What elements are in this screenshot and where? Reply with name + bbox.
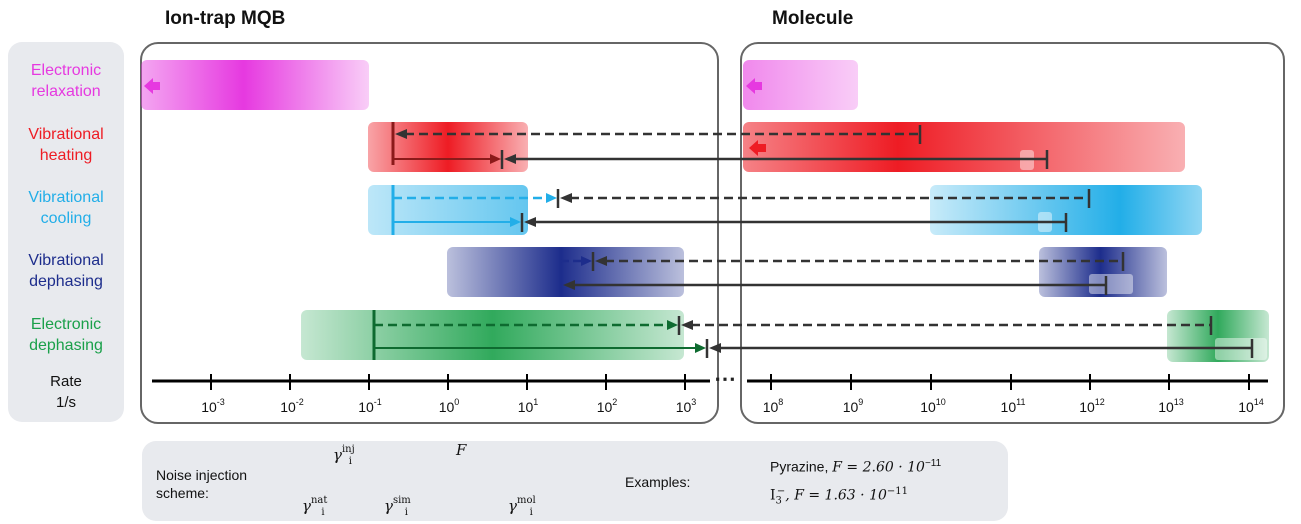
vib-dephasing-inj-head	[581, 256, 592, 266]
legend-gamma-nat: γnati	[302, 495, 328, 518]
relaxation-bar-ion	[141, 60, 369, 110]
tick-label: 100	[438, 397, 460, 415]
axis-ticks-right	[770, 374, 1250, 390]
legend-examples-label: Examples:	[625, 474, 691, 490]
tick-label: 1011	[1000, 397, 1026, 415]
row-label-column: Electronic relaxation Vibrational heatin…	[8, 42, 124, 422]
cooling-inj-head	[510, 217, 521, 227]
tick-label: 1012	[1079, 397, 1105, 415]
tick-label: 1013	[1158, 397, 1184, 415]
axis-break: ⋯	[714, 366, 736, 391]
heating-inj-head	[490, 154, 501, 164]
vib-dephasing-highlight	[1089, 274, 1133, 294]
row-label-vibrational-cooling: Vibrational cooling	[28, 189, 104, 227]
axis-ticks-left	[210, 374, 686, 390]
relaxation-bar-mol	[743, 60, 858, 110]
cooling-i3-head	[524, 217, 536, 227]
heating-pyrazine-head	[395, 129, 407, 139]
row-label-electronic-dephasing: Electronic dephasing	[29, 316, 103, 354]
row-label-vibrational-heating: Vibrational heating	[28, 126, 104, 164]
cooling-pyrazine-head	[560, 193, 572, 203]
el-dephasing-pyrazine-head	[681, 320, 693, 330]
ion-trap-title: Ion-trap MQB	[165, 8, 286, 29]
el-dephasing-bar-ion	[301, 310, 684, 360]
row-label-vibrational-dephasing: Vibrational dephasing	[28, 252, 104, 290]
el-dephasing-inj-head2	[695, 343, 706, 353]
legend-scheme-label: Noise injection scheme:	[156, 467, 248, 501]
legend-example-pyrazine: Pyrazine, F = 2.60 · 10−11	[770, 458, 942, 476]
vib-dephasing-pyrazine-head	[595, 256, 607, 266]
tick-label: 10-3	[201, 397, 225, 415]
relaxation-arrow-mol	[746, 78, 762, 94]
relaxation-arrow-ion	[144, 78, 160, 94]
row-label-electronic-relaxation: Electronic relaxation	[30, 62, 102, 100]
tick-label: 102	[596, 397, 618, 415]
row-label-rate: Rate 1/s	[50, 373, 82, 411]
el-dephasing-i3-head	[709, 343, 721, 353]
legend-F-label: F	[456, 441, 467, 459]
legend-gamma-inj: γinji	[333, 444, 355, 467]
heating-bar-mol	[743, 122, 1185, 172]
tick-label: 108	[762, 397, 784, 415]
molecule-title: Molecule	[772, 8, 854, 29]
molecule-panel	[740, 42, 1285, 424]
legend-gamma-mol: γmoli	[508, 495, 536, 518]
legend-panel	[142, 441, 1008, 521]
heating-arrow-mol	[749, 140, 766, 156]
tick-label: 103	[675, 397, 697, 415]
tick-label: 109	[842, 397, 864, 415]
tick-label: 1010	[920, 397, 946, 415]
heating-i3-head	[504, 154, 516, 164]
legend-gamma-sim: γsimi	[384, 495, 411, 518]
ion-trap-panel	[140, 42, 719, 424]
tick-label: 10-2	[280, 397, 304, 415]
legend-example-i3: I3−, F = 1.63 · 10−11	[770, 486, 908, 507]
cooling-inj-dashed-head	[546, 193, 557, 203]
el-dephasing-inj-head	[667, 320, 678, 330]
tick-label: 1014	[1238, 397, 1264, 415]
vib-dephasing-bar-ion	[447, 247, 684, 297]
tick-label: 10-1	[358, 397, 382, 415]
vib-dephasing-i3-head	[563, 280, 575, 290]
tick-label: 101	[517, 397, 539, 415]
